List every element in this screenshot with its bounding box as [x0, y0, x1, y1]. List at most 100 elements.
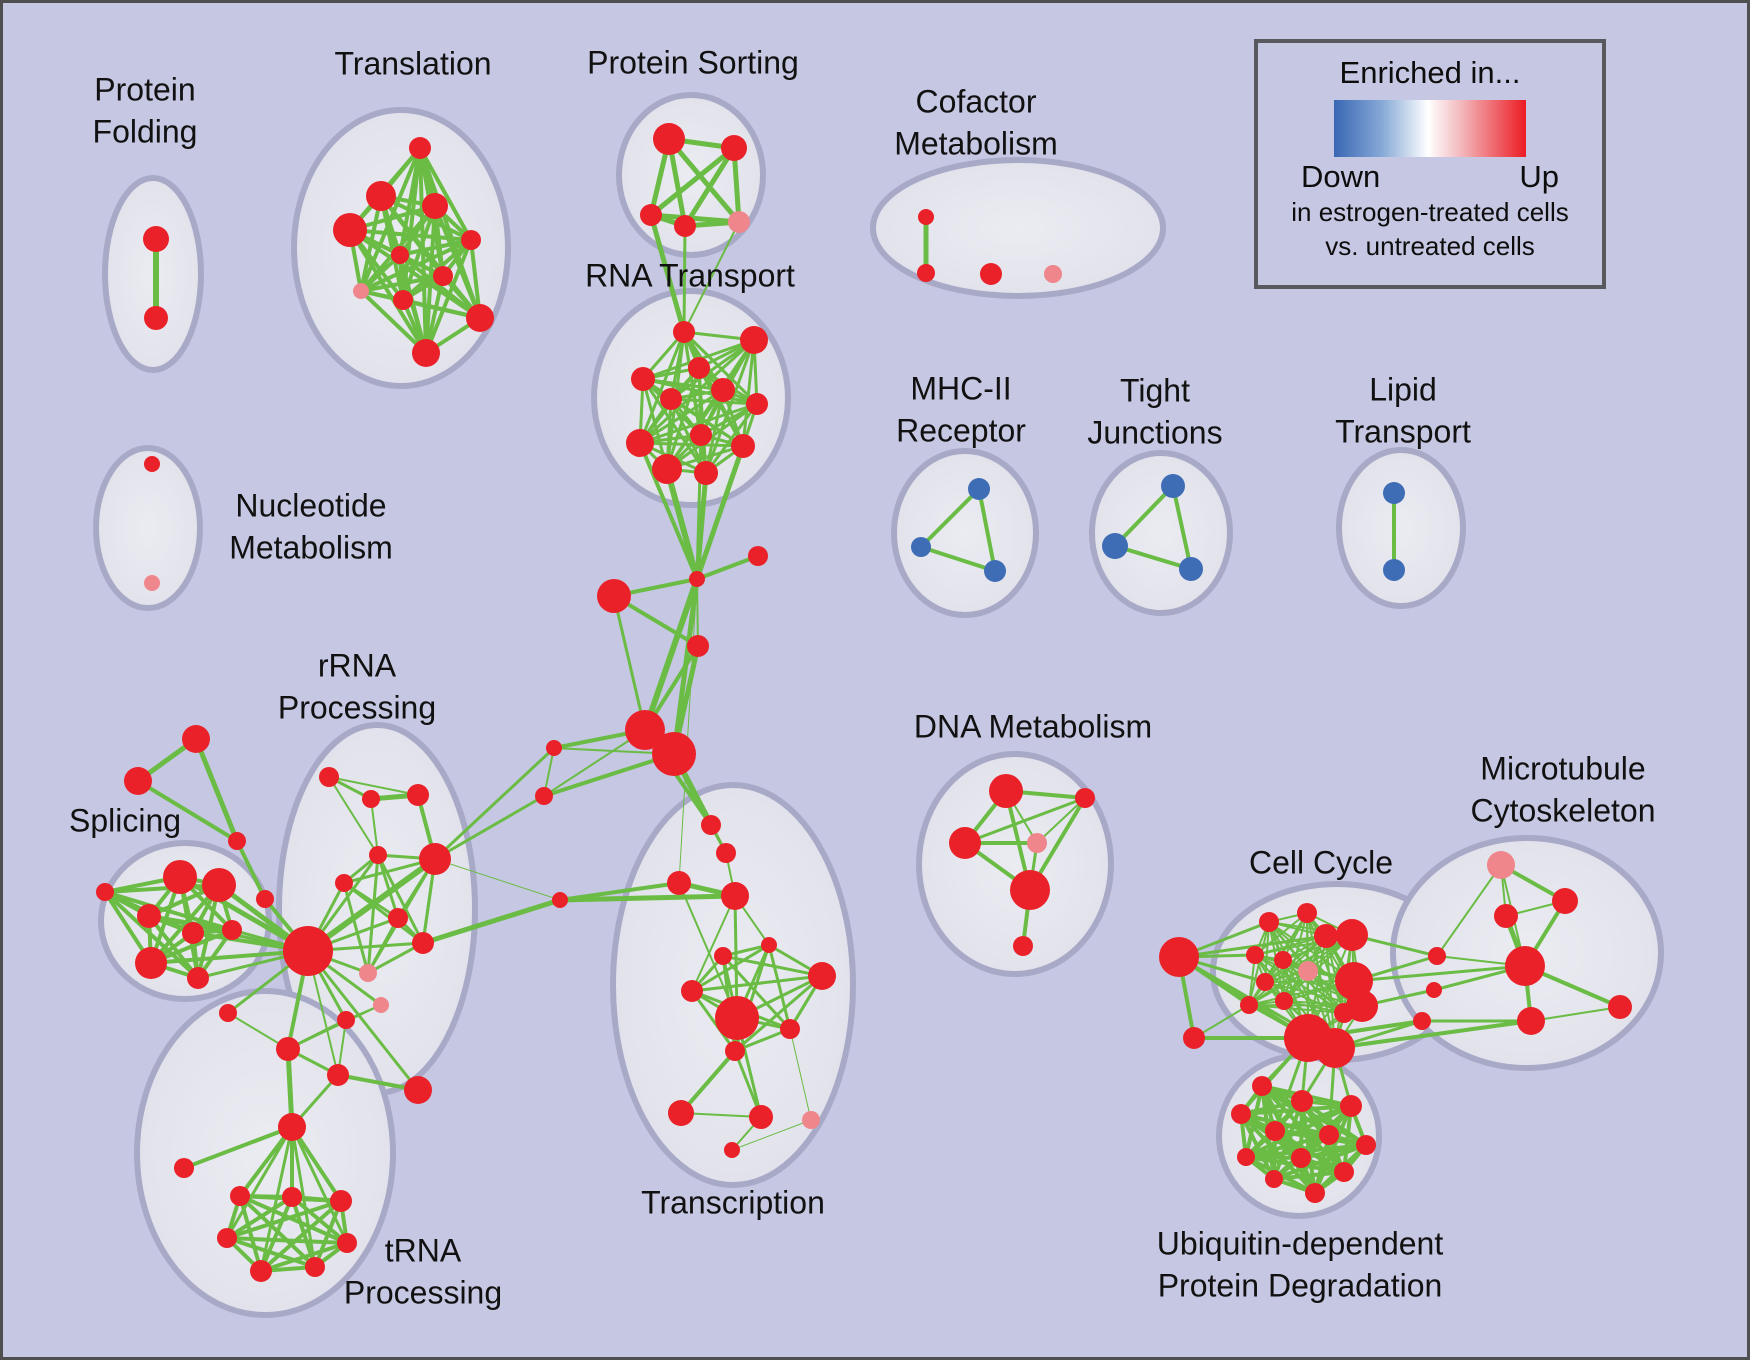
gene-set-node — [653, 123, 685, 155]
gene-set-node — [721, 882, 749, 910]
enrichment-edge — [433, 794, 546, 861]
enrichment-edge — [398, 238, 473, 257]
gene-set-node — [1346, 990, 1378, 1022]
enrichment-edge — [977, 487, 997, 573]
enrichment-edge — [433, 204, 482, 320]
enrichment-edge — [638, 441, 745, 448]
gene-set-node — [652, 732, 696, 776]
enrichment-edge — [648, 145, 737, 218]
enrichment-edge — [695, 554, 760, 581]
enrichment-edge — [694, 443, 746, 582]
gene-set-node — [989, 774, 1023, 808]
gene-set-node — [359, 964, 377, 982]
enrichment-edge — [1283, 1000, 1345, 1014]
enrichment-edge — [1333, 1019, 1533, 1050]
enrichment-edge — [1272, 1143, 1368, 1181]
enrichment-edge — [433, 746, 556, 861]
gene-set-node — [1291, 1090, 1313, 1112]
gene-set-node — [802, 1111, 820, 1129]
gene-set-node — [1426, 982, 1442, 998]
enrichment-edge — [182, 1125, 294, 1170]
gene-set-node — [917, 264, 935, 282]
enrichment-edge — [731, 1119, 812, 1151]
gene-set-node — [1231, 1104, 1251, 1124]
enrichment-edge — [641, 377, 708, 475]
cluster-label-cofactor-metabolism: Cofactor — [916, 83, 1037, 119]
cluster-ellipse-tight-junctions — [1089, 450, 1233, 616]
legend-box: Enriched in... Down Up in estrogen-treat… — [1254, 39, 1606, 289]
gene-set-node — [1102, 533, 1128, 559]
gene-set-node — [422, 193, 448, 219]
gene-set-node — [1075, 788, 1095, 808]
gene-set-node — [1608, 995, 1632, 1019]
gene-set-node — [276, 1037, 300, 1061]
gene-set-node — [124, 767, 152, 795]
enrichment-edge — [1306, 912, 1345, 1014]
enrichment-edge — [638, 330, 686, 445]
gene-set-node — [716, 843, 736, 863]
gene-set-node — [701, 815, 721, 835]
enrichment-edge — [1352, 964, 1527, 983]
enrichment-edge — [679, 1049, 737, 1115]
cluster-label-nucleotide-metabolism: Metabolism — [229, 529, 393, 565]
enrichment-edge — [690, 989, 737, 1053]
cluster-label-rrna-processing: Processing — [278, 689, 436, 725]
gene-set-node — [337, 1011, 355, 1029]
gene-set-node — [731, 434, 755, 458]
enrichment-edge — [225, 1195, 294, 1240]
enrichment-edge — [678, 578, 698, 884]
cluster-label-trna-processing: Processing — [344, 1274, 502, 1310]
enrichment-edge — [1436, 864, 1502, 957]
enrichment-edge — [638, 402, 759, 445]
gene-set-node — [388, 908, 408, 928]
cluster-label-translation: Translation — [334, 45, 491, 81]
gene-set-node — [182, 725, 210, 753]
gene-set-node — [337, 1233, 357, 1253]
gene-set-node — [366, 181, 396, 211]
enrichment-edge — [690, 974, 824, 993]
cluster-label-microtubule-cytoskeleton: Cytoskeleton — [1471, 792, 1656, 828]
enrichment-edge — [741, 338, 756, 448]
gene-set-node — [1237, 1148, 1255, 1166]
gene-set-node — [687, 635, 709, 657]
legend-subtitle-line2: vs. untreated cells — [1325, 231, 1535, 261]
cluster-label-cofactor-metabolism: Metabolism — [894, 125, 1058, 161]
enrichment-edge — [789, 1028, 812, 1121]
gene-set-node — [433, 266, 453, 286]
cluster-label-lipid-transport: Transport — [1335, 413, 1471, 449]
enrichment-edge — [238, 1125, 294, 1198]
gene-set-node — [461, 230, 481, 250]
gene-set-node — [412, 339, 440, 367]
gene-set-node — [1340, 1095, 1362, 1117]
gene-set-node — [1044, 265, 1062, 283]
enrichment-edge — [1254, 912, 1308, 956]
enrichment-edge — [1272, 1170, 1346, 1181]
gene-set-node — [1298, 961, 1318, 981]
gene-set-node — [335, 874, 353, 892]
gene-set-node — [174, 1158, 194, 1178]
cluster-label-splicing: Splicing — [69, 802, 181, 838]
enrichment-edge — [420, 897, 563, 946]
gene-set-node — [256, 890, 274, 908]
cluster-label-nucleotide-metabolism: Nucleotide — [235, 487, 386, 523]
gene-set-node — [728, 211, 750, 233]
enrichment-edge — [612, 594, 647, 732]
enrichment-edge — [767, 943, 792, 1031]
enrichment-edge — [641, 377, 759, 406]
enrichment-edge — [542, 752, 676, 798]
gene-set-node — [546, 740, 562, 756]
gene-set-node — [219, 1004, 237, 1022]
legend-gradient-bar — [1334, 100, 1526, 157]
gene-set-node — [535, 787, 553, 805]
enrichment-edge — [348, 228, 428, 355]
enrichment-edge — [225, 1236, 317, 1269]
gene-set-node — [250, 1260, 272, 1282]
enrichment-edge — [342, 881, 425, 945]
gene-set-node — [419, 843, 451, 875]
enrichment-edge — [682, 224, 687, 334]
gene-set-node — [187, 967, 209, 989]
gene-set-node — [689, 571, 705, 587]
cluster-label-mhc-ii-receptor: Receptor — [896, 412, 1026, 448]
gene-set-node — [715, 996, 759, 1040]
gene-set-node — [625, 710, 665, 750]
